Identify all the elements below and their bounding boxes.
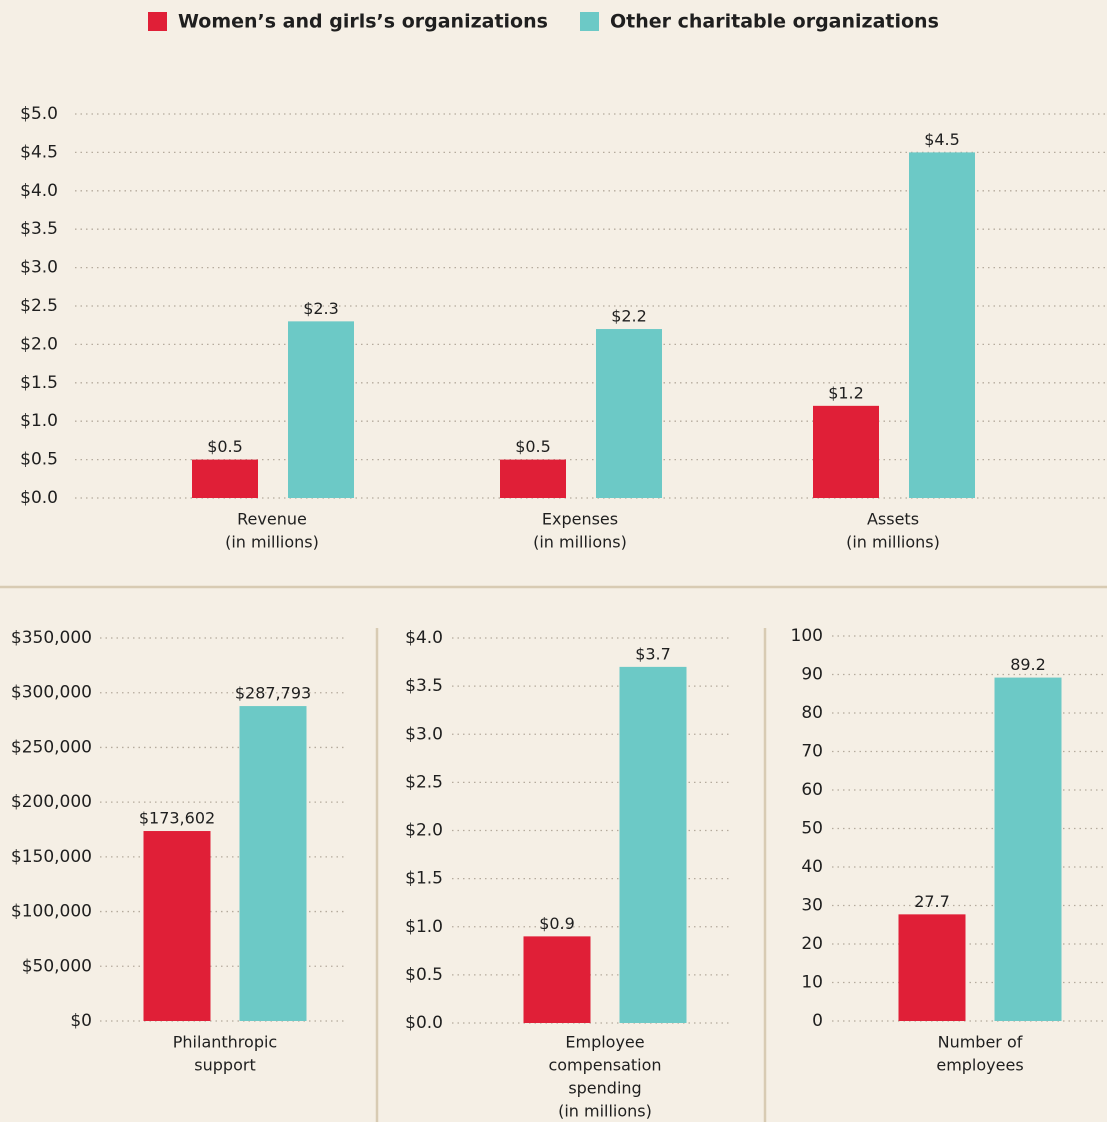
y-tick-label: $300,000 [11, 683, 92, 703]
x-tick-label: Number of [938, 1033, 1023, 1052]
x-tick-label: Assets [867, 510, 919, 529]
y-tick-label: 30 [801, 896, 823, 916]
y-tick-label: $50,000 [22, 956, 92, 976]
x-tick-label: (in millions) [558, 1102, 652, 1121]
bar [239, 706, 307, 1021]
x-tick-label: Revenue [237, 510, 307, 529]
x-tick-label: Employee [565, 1033, 644, 1052]
y-tick-label: $200,000 [11, 792, 92, 812]
bar [813, 405, 879, 498]
y-tick-label: 80 [801, 703, 823, 723]
x-tick-label: Expenses [542, 510, 618, 529]
y-tick-label: $2.0 [405, 821, 443, 841]
y-tick-label: $3.0 [20, 258, 58, 278]
y-tick-label: 100 [791, 626, 823, 646]
legend-label: Other charitable organizations [610, 11, 939, 33]
value-label: $1.2 [828, 383, 864, 402]
x-tick-label: spending [568, 1079, 641, 1098]
bar [192, 459, 258, 498]
y-tick-label: $3.5 [20, 219, 58, 239]
y-tick-label: $2.5 [405, 772, 443, 792]
x-tick-label: employees [936, 1056, 1023, 1075]
y-tick-label: $1.5 [20, 373, 58, 393]
y-tick-label: $2.0 [20, 334, 58, 354]
y-tick-label: $0.5 [405, 965, 443, 985]
bar [523, 936, 591, 1023]
value-label: $0.5 [207, 437, 243, 456]
value-label: $4.5 [924, 130, 960, 149]
value-label: 89.2 [1010, 655, 1046, 674]
y-tick-label: $150,000 [11, 847, 92, 867]
legend-label: Women’s and girls’s organizations [178, 11, 548, 33]
value-label: $287,793 [235, 684, 311, 703]
bar [619, 666, 687, 1023]
y-tick-label: 50 [801, 819, 823, 839]
x-tick-label: (in millions) [225, 533, 319, 552]
y-tick-label: $1.0 [405, 917, 443, 937]
y-tick-label: $5.0 [20, 104, 58, 124]
x-tick-label: Philanthropic [173, 1033, 277, 1052]
value-label: $173,602 [139, 809, 215, 828]
bar [596, 329, 662, 498]
y-tick-label: $4.5 [20, 142, 58, 162]
y-tick-label: 60 [801, 780, 823, 800]
y-tick-label: $3.5 [405, 676, 443, 696]
bar [288, 321, 354, 498]
value-label: $2.2 [611, 307, 647, 326]
y-tick-label: $2.5 [20, 296, 58, 316]
x-tick-label: (in millions) [846, 533, 940, 552]
y-tick-label: 70 [801, 742, 823, 762]
y-tick-label: $0.0 [405, 1013, 443, 1033]
y-tick-label: $250,000 [11, 737, 92, 757]
bar [143, 831, 211, 1021]
y-tick-label: $0.5 [20, 450, 58, 470]
y-tick-label: $1.0 [20, 411, 58, 431]
y-tick-label: 20 [801, 934, 823, 954]
y-tick-label: $1.5 [405, 869, 443, 889]
y-tick-label: 10 [801, 973, 823, 993]
value-label: $0.9 [539, 914, 575, 933]
y-tick-label: $3.0 [405, 724, 443, 744]
bar [909, 152, 975, 498]
y-tick-label: 40 [801, 857, 823, 877]
y-tick-label: $0 [70, 1011, 92, 1031]
legend-swatch [148, 12, 167, 31]
y-tick-label: $4.0 [20, 181, 58, 201]
y-tick-label: $100,000 [11, 902, 92, 922]
value-label: 27.7 [914, 892, 950, 911]
x-tick-label: support [194, 1056, 255, 1075]
value-label: $3.7 [635, 644, 671, 663]
y-tick-label: 90 [801, 665, 823, 685]
bar [898, 914, 966, 1021]
bar [500, 459, 566, 498]
y-tick-label: $350,000 [11, 628, 92, 648]
x-tick-label: (in millions) [533, 533, 627, 552]
x-tick-label: compensation [548, 1056, 661, 1075]
value-label: $2.3 [303, 299, 339, 318]
y-tick-label: 0 [812, 1011, 823, 1031]
value-label: $0.5 [515, 437, 551, 456]
legend-swatch [580, 12, 599, 31]
y-tick-label: $4.0 [405, 628, 443, 648]
bar [994, 677, 1062, 1021]
legend: Women’s and girls’s organizations Other c… [148, 11, 939, 33]
y-tick-label: $0.0 [20, 488, 58, 508]
